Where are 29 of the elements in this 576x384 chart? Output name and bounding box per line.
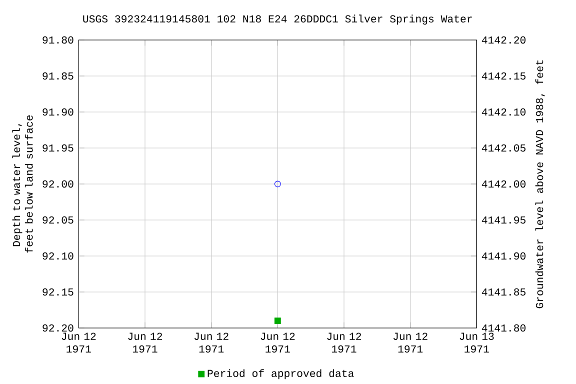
x-tick-label: Jun 13 1971 — [460, 332, 494, 353]
y2-axis-title: Groundwater level above NAVD 1988, feet — [535, 60, 545, 308]
y2-tick-label: 4142.10 — [482, 108, 526, 116]
legend-label: Period of approved data — [208, 369, 354, 380]
x-tick-label: Jun 12 1971 — [128, 332, 162, 353]
y2-tick-label: 4142.05 — [482, 144, 526, 152]
y2-tick-label: 4141.85 — [482, 288, 526, 296]
y2-tick-label: 4142.00 — [482, 180, 526, 188]
y-axis-title: Depth to water level, feet below land surface — [12, 115, 33, 253]
y-tick-label: 92.00 — [42, 180, 74, 188]
y-tick-label: 92.05 — [42, 216, 74, 224]
y2-tick-label: 4141.80 — [482, 324, 526, 332]
y-tick-label: 91.90 — [42, 108, 74, 116]
x-tick-label: Jun 12 1971 — [260, 332, 295, 353]
chart-title: USGS 392324119145801 102 N18 E24 26DDDC1 Silver Springs Water — [83, 14, 472, 25]
x-tick-label: Jun 12 1971 — [327, 332, 362, 353]
y2-tick-label: 4142.20 — [482, 36, 526, 44]
x-tick-label: Jun 12 1971 — [62, 332, 96, 353]
y-tick-label: 92.15 — [42, 288, 74, 296]
y-tick-label: 91.85 — [42, 72, 74, 80]
y2-tick-label: 4141.90 — [482, 252, 526, 260]
y-tick-label: 91.80 — [42, 36, 74, 44]
y2-tick-label: 4142.15 — [482, 72, 526, 80]
x-tick-label: Jun 12 1971 — [194, 332, 228, 353]
y-tick-label: 92.20 — [42, 324, 74, 332]
y-tick-label: 91.95 — [42, 144, 74, 152]
y2-tick-label: 4141.95 — [482, 216, 526, 224]
y-tick-label: 92.10 — [42, 252, 74, 260]
x-tick-label: Jun 12 1971 — [393, 332, 428, 353]
